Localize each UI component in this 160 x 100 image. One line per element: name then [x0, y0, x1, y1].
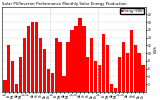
- Bar: [118, 57, 121, 92]
- Bar: [110, 84, 113, 92]
- Y-axis label: kWh: kWh: [154, 45, 158, 53]
- Bar: [47, 69, 50, 92]
- Bar: [70, 30, 74, 92]
- Bar: [55, 38, 58, 92]
- Bar: [122, 42, 125, 92]
- Bar: [15, 84, 18, 92]
- Bar: [43, 49, 46, 92]
- Bar: [82, 26, 86, 92]
- Bar: [19, 57, 22, 92]
- Bar: [94, 61, 97, 92]
- Bar: [31, 22, 34, 92]
- Bar: [39, 38, 42, 92]
- Bar: [35, 22, 38, 92]
- Bar: [58, 42, 62, 92]
- Bar: [62, 76, 66, 92]
- Bar: [11, 61, 14, 92]
- Bar: [137, 53, 141, 92]
- Bar: [86, 57, 89, 92]
- Bar: [66, 42, 70, 92]
- Legend: Energy (kWh): Energy (kWh): [120, 8, 144, 14]
- Bar: [51, 72, 54, 92]
- Bar: [130, 30, 133, 92]
- Bar: [78, 18, 82, 92]
- Bar: [23, 38, 26, 92]
- Bar: [114, 88, 117, 92]
- Bar: [7, 45, 10, 92]
- Bar: [74, 26, 78, 92]
- Bar: [134, 45, 137, 92]
- Bar: [3, 80, 7, 92]
- Bar: [102, 34, 105, 92]
- Bar: [141, 65, 145, 92]
- Bar: [98, 65, 101, 92]
- Bar: [126, 53, 129, 92]
- Bar: [27, 26, 30, 92]
- Bar: [106, 45, 109, 92]
- Text: Solar PV/Inverter Performance Monthly Solar Energy Production: Solar PV/Inverter Performance Monthly So…: [2, 2, 127, 6]
- Bar: [90, 38, 93, 92]
